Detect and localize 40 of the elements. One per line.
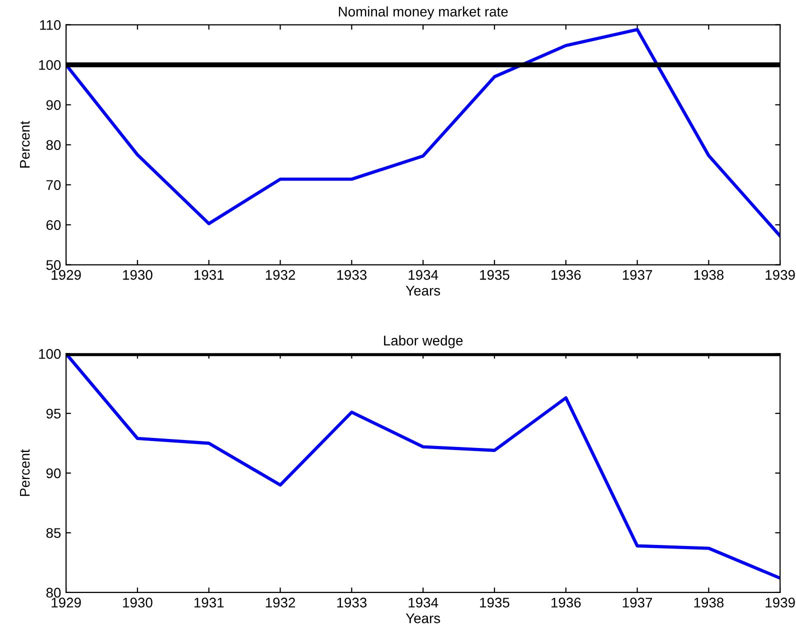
y-tick-label: 80: [46, 140, 61, 150]
x-tick-label: 1929: [52, 598, 81, 608]
x-tick-label: 1936: [551, 598, 581, 608]
x-tick-label: 1931: [194, 598, 224, 608]
x-tick-label: 1936: [551, 270, 581, 280]
y-tick-label: 100: [39, 60, 61, 70]
x-tick-label: 1939: [766, 270, 795, 280]
y-tick-label: 90: [46, 100, 61, 110]
x-tick-label: 1929: [52, 270, 81, 280]
x-tick-label: 1932: [266, 270, 296, 280]
y-tick-label: 70: [46, 180, 61, 190]
x-tick-label: 1934: [408, 598, 438, 608]
y-tick-label: 90: [46, 468, 61, 478]
y-tick-label: 110: [40, 20, 61, 30]
x-axis-title: Years: [406, 614, 440, 624]
y-tick-label: 95: [46, 408, 61, 419]
x-tick-label: 1931: [194, 270, 224, 280]
x-tick-label: 1937: [622, 598, 652, 608]
x-tick-label: 1935: [480, 270, 510, 280]
x-tick-label: 1935: [480, 598, 510, 608]
chart-title: Nominal money market rate: [338, 6, 508, 20]
y-tick-label: 60: [46, 220, 61, 230]
x-tick-label: 1930: [123, 598, 152, 608]
y-tick-label: 80: [46, 588, 61, 598]
y-tick-label: 50: [46, 260, 61, 270]
y-axis-title: Percent: [20, 449, 30, 496]
x-tick-label: 1938: [694, 270, 724, 280]
x-tick-label: 1930: [123, 270, 152, 280]
x-tick-label: 1937: [622, 270, 652, 280]
y-axis-title: Percent: [20, 120, 30, 168]
x-tick-label: 1934: [408, 270, 438, 280]
x-tick-label: 1933: [337, 598, 367, 608]
x-tick-label: 1933: [337, 270, 367, 280]
chart-title: Labor wedge: [384, 335, 463, 348]
x-axis-title: Years: [406, 286, 440, 296]
y-tick-label: 85: [46, 528, 61, 538]
y-tick-label: 100: [39, 349, 61, 359]
x-tick-label: 1938: [694, 598, 724, 608]
x-tick-label: 1939: [766, 598, 795, 608]
x-tick-label: 1932: [266, 598, 296, 608]
